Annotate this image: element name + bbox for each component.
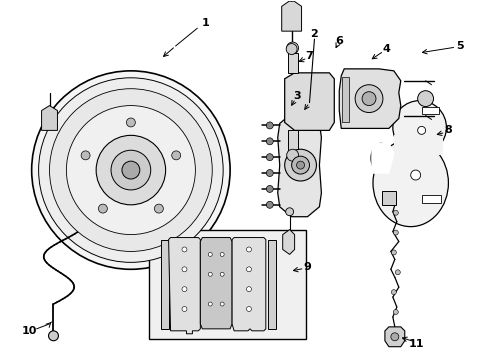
Circle shape — [410, 170, 420, 180]
Circle shape — [246, 306, 251, 311]
Text: 9: 9 — [303, 262, 311, 272]
Circle shape — [32, 71, 230, 269]
Circle shape — [417, 91, 433, 107]
Circle shape — [208, 302, 212, 306]
Circle shape — [390, 250, 395, 255]
Text: 7: 7 — [305, 51, 313, 61]
Polygon shape — [339, 69, 400, 129]
Circle shape — [39, 78, 223, 262]
Bar — [393, 135, 443, 155]
Circle shape — [296, 161, 304, 169]
Polygon shape — [384, 327, 404, 347]
Circle shape — [285, 208, 293, 216]
Polygon shape — [267, 239, 275, 329]
Text: 3: 3 — [293, 91, 301, 101]
Circle shape — [394, 270, 400, 275]
Text: 6: 6 — [335, 36, 343, 46]
Circle shape — [266, 154, 273, 161]
Polygon shape — [232, 238, 265, 331]
Text: 10: 10 — [22, 326, 37, 336]
Circle shape — [49, 89, 212, 251]
Circle shape — [417, 126, 425, 134]
Polygon shape — [287, 53, 297, 73]
Polygon shape — [200, 238, 232, 329]
Circle shape — [126, 118, 135, 127]
Circle shape — [122, 161, 140, 179]
Bar — [421, 107, 439, 113]
Circle shape — [96, 135, 165, 205]
Circle shape — [66, 105, 195, 235]
Bar — [148, 230, 305, 339]
Circle shape — [392, 210, 398, 215]
Polygon shape — [161, 239, 168, 329]
Text: 8: 8 — [444, 125, 451, 135]
Circle shape — [208, 272, 212, 276]
Circle shape — [182, 247, 186, 252]
Circle shape — [111, 150, 150, 190]
Circle shape — [285, 44, 297, 54]
Polygon shape — [168, 238, 200, 334]
Circle shape — [220, 302, 224, 306]
Circle shape — [286, 149, 298, 161]
Circle shape — [266, 122, 273, 129]
Polygon shape — [277, 113, 321, 217]
Polygon shape — [287, 130, 297, 150]
Circle shape — [48, 331, 59, 341]
Circle shape — [154, 204, 163, 213]
Polygon shape — [371, 143, 393, 173]
Bar — [381, 191, 395, 205]
Circle shape — [354, 85, 382, 113]
Text: 5: 5 — [456, 41, 463, 51]
Circle shape — [392, 310, 398, 314]
Circle shape — [182, 287, 186, 292]
Circle shape — [286, 0, 296, 1]
Polygon shape — [41, 105, 57, 130]
Bar — [421, 195, 441, 203]
Circle shape — [284, 149, 316, 181]
Bar — [342, 77, 348, 122]
Circle shape — [246, 247, 251, 252]
Circle shape — [98, 204, 107, 213]
Circle shape — [361, 92, 375, 105]
Circle shape — [246, 267, 251, 272]
Ellipse shape — [392, 100, 446, 154]
Circle shape — [291, 156, 309, 174]
Text: 1: 1 — [201, 18, 209, 28]
Polygon shape — [282, 230, 294, 255]
Circle shape — [220, 252, 224, 256]
Circle shape — [81, 151, 90, 160]
Circle shape — [266, 138, 273, 145]
Ellipse shape — [372, 139, 447, 227]
Circle shape — [286, 42, 298, 54]
Text: 4: 4 — [382, 44, 390, 54]
Polygon shape — [281, 0, 301, 31]
Text: 11: 11 — [408, 339, 424, 349]
Circle shape — [390, 333, 398, 341]
Circle shape — [392, 230, 398, 235]
Circle shape — [246, 287, 251, 292]
Circle shape — [266, 201, 273, 208]
Circle shape — [266, 170, 273, 176]
Circle shape — [182, 267, 186, 272]
Circle shape — [182, 306, 186, 311]
Circle shape — [220, 272, 224, 276]
Polygon shape — [284, 73, 334, 130]
Circle shape — [208, 252, 212, 256]
Circle shape — [171, 151, 180, 160]
Circle shape — [390, 290, 395, 294]
Circle shape — [266, 185, 273, 192]
Text: 2: 2 — [310, 29, 318, 39]
